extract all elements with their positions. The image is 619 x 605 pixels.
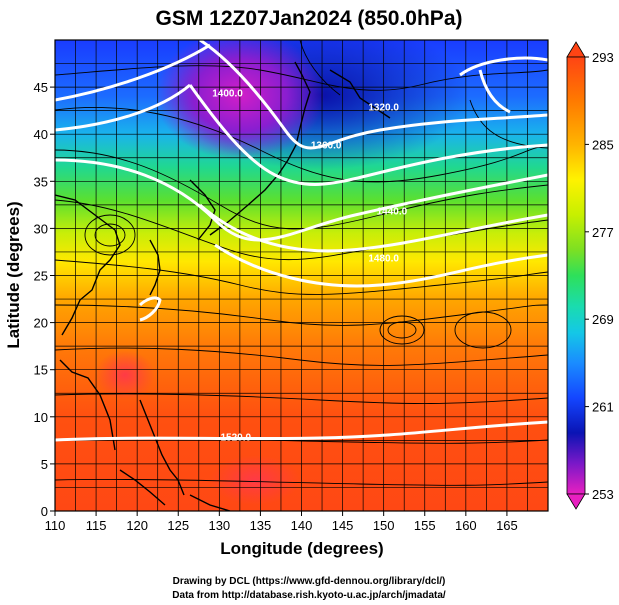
map-plot-area: 1320.0 1360.0 1400.0 1440.0 1480.0 1520.0 [55, 40, 548, 511]
colorbar-scale [566, 56, 586, 495]
colorbar-tick-label: 277 [592, 225, 614, 240]
colorbar-tick-label: 269 [592, 312, 614, 327]
y-tick-label: 10 [34, 410, 48, 425]
chart-title: GSM 12Z07Jan2024 (850.0hPa) [155, 7, 462, 30]
warm-spot [95, 350, 155, 400]
height-contours [55, 40, 548, 442]
x-tick-label: 145 [332, 518, 354, 533]
x-tick-label: 130 [208, 518, 230, 533]
colorbar-tick-label: 293 [592, 50, 614, 65]
contour-label: 1520.0 [220, 432, 251, 443]
y-tick-label: 40 [34, 127, 48, 142]
y-tick-label: 15 [34, 363, 48, 378]
y-tick-label: 5 [41, 457, 48, 472]
y-axis-ticks: 0 5 10 15 20 25 30 35 40 45 [34, 80, 55, 519]
warm-spot [210, 455, 300, 505]
x-tick-label: 140 [291, 518, 313, 533]
x-tick-label: 115 [86, 518, 107, 533]
x-axis-label: Longitude (degrees) [220, 539, 383, 558]
x-tick-label: 125 [167, 518, 189, 533]
colorbar-tick-label: 261 [592, 400, 614, 415]
x-tick-label: 160 [455, 518, 477, 533]
contour-line [55, 158, 548, 242]
y-tick-label: 0 [41, 504, 48, 519]
y-tick-label: 30 [34, 221, 48, 236]
contour-line [55, 40, 548, 150]
contour-label: 1480.0 [368, 253, 399, 264]
colorbar-tick-label: 253 [592, 487, 614, 502]
x-tick-label: 150 [373, 518, 395, 533]
x-tick-label: 155 [414, 518, 436, 533]
x-tick-label: 110 [45, 518, 66, 533]
x-tick-label: 120 [126, 518, 148, 533]
y-tick-label: 25 [34, 269, 48, 284]
colorbar-min-arrow [566, 493, 586, 510]
contour-label: 1360.0 [311, 140, 342, 151]
contour-labels: 1320.0 1360.0 1400.0 1440.0 1480.0 1520.0 [212, 89, 407, 444]
contour-line [478, 69, 511, 114]
y-tick-label: 35 [34, 174, 48, 189]
y-axis-label: Latitude (degrees) [4, 201, 23, 348]
contour-line [55, 420, 548, 442]
credit-drawing: Drawing by DCL (https://www.gfd-dennou.o… [173, 576, 446, 587]
x-tick-label: 135 [250, 518, 272, 533]
contour-line [138, 296, 162, 322]
x-tick-label: 165 [496, 518, 518, 533]
colorbar-tick-label: 285 [592, 137, 614, 152]
contour-label: 1400.0 [212, 89, 243, 100]
wind-streamlines [55, 40, 548, 486]
contour-line [199, 203, 548, 253]
credit-data: Data from http://database.rish.kyoto-u.a… [172, 590, 446, 601]
colorbar-max-arrow [566, 41, 586, 58]
contour-line [459, 56, 548, 77]
contour-line [55, 83, 548, 186]
colorbar: 293 285 277 269 261 253 [566, 41, 614, 510]
contour-label: 1440.0 [377, 206, 408, 217]
y-tick-label: 45 [34, 80, 48, 95]
y-tick-label: 20 [34, 316, 48, 331]
x-axis-ticks: 110 115 120 125 130 135 140 145 150 155 160 165 [45, 511, 518, 533]
contour-label: 1320.0 [368, 103, 399, 114]
contour-line [214, 243, 548, 288]
colorbar-ticks: 293 285 277 269 261 253 [585, 50, 614, 502]
